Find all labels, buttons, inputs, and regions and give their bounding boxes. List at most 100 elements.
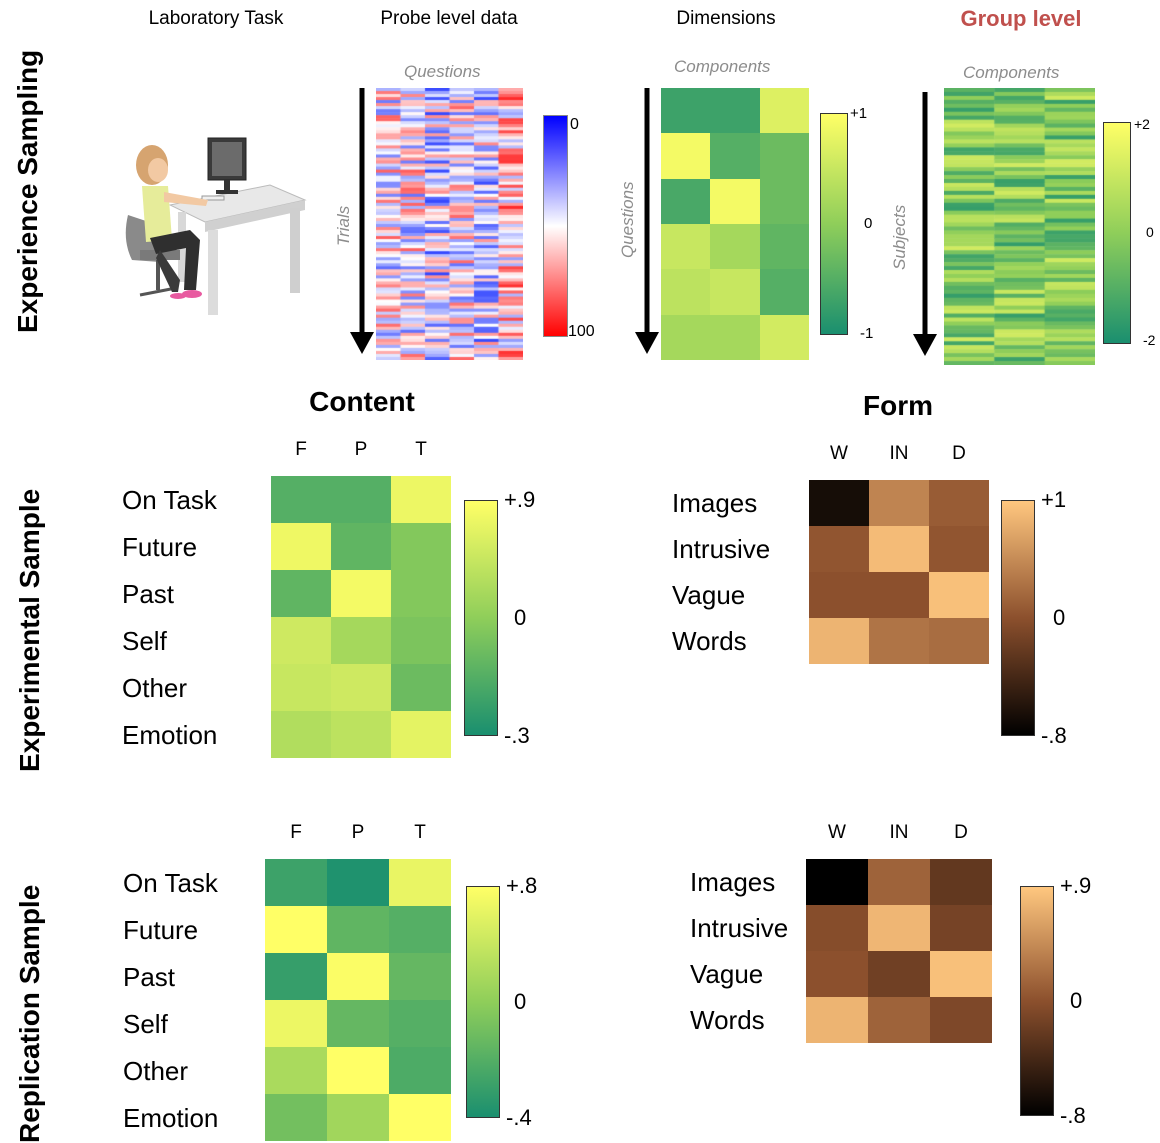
dims-cell bbox=[710, 178, 760, 224]
exp-content-cell bbox=[271, 617, 331, 664]
exp-content-cell bbox=[331, 570, 391, 617]
row-title-replication-sample: Replication Sample bbox=[14, 884, 45, 1143]
trials-arrow bbox=[350, 88, 374, 354]
rep-form-cell bbox=[806, 997, 868, 1043]
group-level-title: Group level bbox=[960, 6, 1082, 31]
form-section-title: Form bbox=[863, 390, 933, 421]
probe-colorbar bbox=[543, 115, 568, 337]
group-x-label: Components bbox=[963, 63, 1060, 82]
dims-cell bbox=[661, 224, 711, 270]
rep-content-cell bbox=[265, 906, 327, 953]
rep-content-cell bbox=[327, 906, 389, 953]
rep-form-row-label: Words bbox=[690, 1005, 765, 1035]
rep-content-row-label: Past bbox=[123, 961, 176, 992]
rep-content-cell bbox=[389, 953, 451, 1000]
rep-form-cell bbox=[868, 859, 930, 905]
exp-content-row-label: On Task bbox=[122, 484, 217, 515]
exp-content-cell bbox=[331, 617, 391, 664]
rep-content-row-label: Future bbox=[123, 914, 199, 945]
exp-content-cell bbox=[391, 617, 451, 664]
dims-cell bbox=[710, 133, 760, 179]
exp-content-colorbar bbox=[464, 500, 498, 736]
exp-content-cell bbox=[391, 570, 451, 617]
exp-form-col-label: D bbox=[952, 443, 966, 464]
dims-cell bbox=[759, 88, 809, 134]
exp-form-col-label: IN bbox=[889, 443, 909, 464]
exp-form-cell bbox=[809, 526, 869, 572]
dims-cell bbox=[759, 224, 809, 270]
rep-content-cell bbox=[265, 859, 327, 906]
rep-content-col-label: P bbox=[351, 822, 365, 843]
exp-form-cbar-bottom: -.8 bbox=[1041, 723, 1067, 748]
dims-arrow bbox=[635, 88, 659, 354]
rep-form-cbar-bottom: -.8 bbox=[1060, 1103, 1086, 1128]
probe-cbar-max: 100 bbox=[568, 323, 595, 340]
rep-content-cell bbox=[327, 1047, 389, 1094]
dims-cell bbox=[759, 178, 809, 224]
exp-form-cell bbox=[809, 572, 869, 618]
exp-content-cell bbox=[271, 523, 331, 570]
exp-content-col-label: T bbox=[415, 439, 427, 460]
group-colorbar bbox=[1103, 122, 1131, 344]
exp-content-cell bbox=[331, 476, 391, 523]
dims-cell bbox=[661, 178, 711, 224]
exp-form-cell bbox=[869, 480, 929, 526]
dims-cell bbox=[759, 269, 809, 315]
rep-form-cell bbox=[930, 905, 992, 951]
rep-form-cell bbox=[806, 859, 868, 905]
row-title-experience-sampling: Experience Sampling bbox=[12, 49, 43, 333]
rep-content-row-label: Self bbox=[123, 1008, 168, 1039]
rep-form-cbar-top: +.9 bbox=[1060, 873, 1092, 898]
exp-content-row-label: Emotion bbox=[122, 719, 218, 750]
rep-content-cell bbox=[389, 859, 451, 906]
rep-content-colorbar bbox=[466, 886, 500, 1118]
exp-form-cbar-mid: 0 bbox=[1053, 605, 1066, 630]
exp-content-col-label: F bbox=[295, 439, 307, 460]
exp-content-row-label: Other bbox=[122, 672, 188, 703]
exp-form-cell bbox=[869, 526, 929, 572]
rep-content-cell bbox=[265, 1047, 327, 1094]
rep-content-cell bbox=[389, 1047, 451, 1094]
exp-content-cell bbox=[391, 523, 451, 570]
exp-content-cell bbox=[391, 664, 451, 711]
dims-cbar-bottom: -1 bbox=[860, 325, 874, 342]
exp-content-cell bbox=[331, 664, 391, 711]
dimensions-title: Dimensions bbox=[676, 8, 776, 29]
rep-form-row-label: Vague bbox=[690, 959, 764, 989]
group-y-label: Subjects bbox=[890, 204, 909, 270]
dims-cell bbox=[661, 88, 711, 134]
rep-content-cell bbox=[265, 1094, 327, 1141]
dims-cell bbox=[759, 314, 809, 360]
exp-form-cell bbox=[929, 618, 989, 664]
rep-content-cell bbox=[327, 1094, 389, 1141]
rep-form-cbar-mid: 0 bbox=[1070, 988, 1083, 1013]
dims-cell bbox=[661, 133, 711, 179]
probe-level-title: Probe level data bbox=[380, 8, 518, 29]
exp-form-row-label: Words bbox=[672, 626, 747, 656]
exp-form-cell bbox=[809, 618, 869, 664]
dimensions-heatmap bbox=[661, 88, 809, 360]
exp-form-cell bbox=[809, 480, 869, 526]
exp-content-cbar-top: +.9 bbox=[504, 487, 536, 512]
exp-content-cell bbox=[271, 711, 331, 758]
subjects-arrow bbox=[913, 92, 937, 356]
probe-x-label: Questions bbox=[404, 62, 481, 81]
exp-content-cell bbox=[271, 476, 331, 523]
rep-form-cell bbox=[930, 951, 992, 997]
exp-content-cbar-mid: 0 bbox=[514, 605, 527, 630]
group-cbar-top: +2 bbox=[1134, 116, 1150, 132]
rep-content-cell bbox=[327, 1000, 389, 1047]
dims-cell bbox=[661, 314, 711, 360]
exp-form-cell bbox=[869, 618, 929, 664]
rep-form-row-label: Intrusive bbox=[690, 913, 789, 943]
exp-form-row-label: Vague bbox=[672, 580, 746, 610]
rep-content-cell bbox=[389, 906, 451, 953]
dims-cell bbox=[710, 314, 760, 360]
probe-level-heatmap bbox=[376, 88, 523, 360]
rep-form-col-label: IN bbox=[889, 822, 909, 843]
exp-content-cell bbox=[271, 664, 331, 711]
exp-content-row-label: Future bbox=[122, 531, 198, 562]
exp-form-row-label: Intrusive bbox=[672, 534, 771, 564]
rep-content-col-label: T bbox=[414, 822, 426, 843]
rep-content-row-label: On Task bbox=[123, 867, 218, 898]
